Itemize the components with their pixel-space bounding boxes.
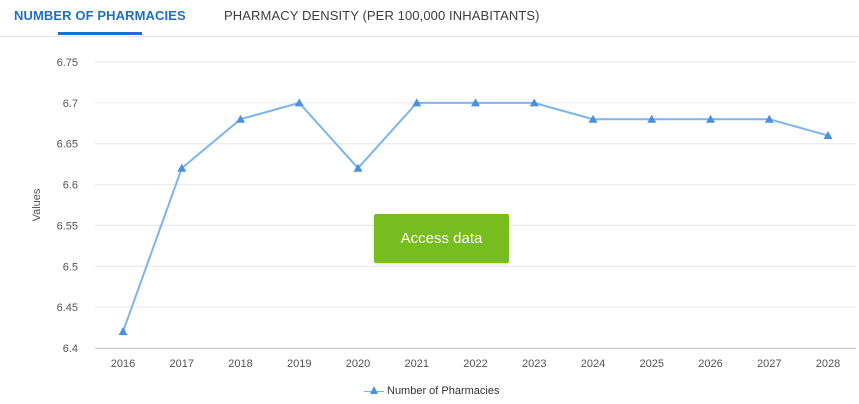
x-axis: 2016 2017 2018 2019 2020 2021 2022 2023 2024 2025… <box>95 348 856 370</box>
y-tick-label: 6.7 <box>63 98 78 110</box>
tab-number-of-pharmacies[interactable]: NUMBER OF PHARMACIES <box>14 8 186 23</box>
x-tick-label: 2025 <box>640 358 664 370</box>
x-tick-label: 2016 <box>111 358 135 370</box>
x-tick-label: 2026 <box>698 358 722 370</box>
x-tick-label: 2018 <box>228 358 252 370</box>
tab-pharmacy-density[interactable]: PHARMACY DENSITY (PER 100,000 INHABITANT… <box>224 8 540 23</box>
chart-gridlines <box>95 61 856 349</box>
x-tick-label: 2023 <box>522 358 546 370</box>
data-point-marker <box>177 163 187 172</box>
y-tick-label: 6.75 <box>57 57 78 69</box>
data-point-marker <box>412 98 422 107</box>
legend-triangle-icon <box>364 385 384 397</box>
access-data-button[interactable]: Access data <box>374 214 509 263</box>
y-tick-label: 6.4 <box>63 343 78 355</box>
data-point-marker <box>471 98 480 107</box>
data-point-marker <box>294 98 304 107</box>
tab-bar: NUMBER OF PHARMACIES PHARMACY DENSITY (P… <box>0 0 859 37</box>
data-point-marker <box>353 163 363 172</box>
x-tick-label: 2027 <box>757 358 781 370</box>
y-tick-label: 6.6 <box>63 180 78 192</box>
line-chart: 6.46.456.56.556.66.656.76.75 2016 2017 201… <box>31 57 856 370</box>
legend-label: Number of Pharmacies <box>387 385 500 397</box>
data-point-marker <box>823 131 833 140</box>
x-tick-label: 2020 <box>346 358 370 370</box>
data-point-marker <box>118 327 128 336</box>
data-point-marker <box>647 114 657 123</box>
x-tick-label: 2024 <box>581 358 605 370</box>
x-tick-label: 2019 <box>287 358 311 370</box>
x-tick-label: 2017 <box>170 358 194 370</box>
y-tick-label: 6.5 <box>63 261 78 273</box>
chart-series <box>118 98 833 336</box>
data-point-marker <box>588 114 598 123</box>
data-point-marker <box>529 98 539 107</box>
y-tick-label: 6.55 <box>57 220 78 232</box>
data-point-marker <box>236 114 245 123</box>
chart-legend[interactable]: Number of Pharmacies <box>364 385 500 397</box>
x-tick-label: 2022 <box>463 358 487 370</box>
x-tick-label: 2021 <box>405 358 429 370</box>
x-tick-label: 2028 <box>816 358 840 370</box>
data-point-marker <box>706 114 715 123</box>
y-axis: 6.4 6.45 6.5 6.55 6.6 6.65 6.7 6.75 <box>57 57 78 355</box>
active-tab-indicator <box>58 32 142 35</box>
y-axis-title: Values <box>31 188 43 221</box>
y-tick-label: 6.45 <box>57 302 78 314</box>
data-point-marker <box>764 114 774 123</box>
y-tick-label: 6.65 <box>57 139 78 151</box>
